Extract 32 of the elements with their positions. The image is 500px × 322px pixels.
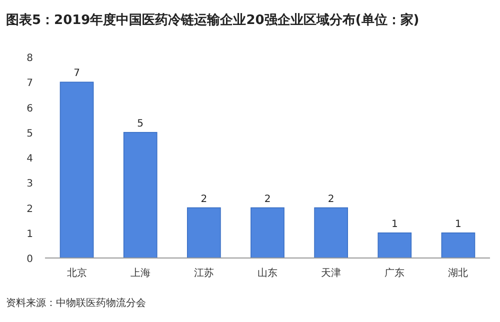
data-label: 2 [264,194,271,205]
y-tick-label: 1 [26,228,33,240]
y-tick-label: 3 [26,178,33,190]
y-tick-label: 5 [26,128,33,140]
x-tick-label: 北京 [66,267,87,279]
bar [441,232,476,258]
x-tick-label: 江苏 [194,267,214,279]
data-label: 2 [328,194,334,205]
data-label: 5 [137,118,144,130]
y-tick-label: 2 [26,204,33,215]
chart-title: 图表5：2019年度中国医药冷链运输企业20强企业区域分布(单位：家) [6,12,420,28]
data-label: 2 [200,194,208,205]
bar [123,132,158,258]
x-tick-label: 上海 [130,267,150,279]
data-label: 7 [74,68,80,80]
y-tick-label: 6 [26,103,33,114]
bar [60,82,94,258]
x-tick-label: 湖北 [448,267,468,279]
y-tick-label: 4 [26,154,33,164]
data-label: 1 [391,218,398,230]
x-tick-label: 山东 [258,267,278,279]
text: 资料来源：中物联医药物流分会 [6,297,146,309]
bar [250,207,284,258]
bar [314,207,348,258]
bar [378,232,412,258]
x-tick-label: 广东 [384,267,405,279]
y-tick-label: 7 [26,78,33,90]
x-tick-label: 天津 [321,267,342,279]
y-tick-label: 8 [26,53,33,64]
data-label: 1 [455,218,462,230]
bar [187,207,221,258]
y-tick-label: 0 [26,254,33,265]
